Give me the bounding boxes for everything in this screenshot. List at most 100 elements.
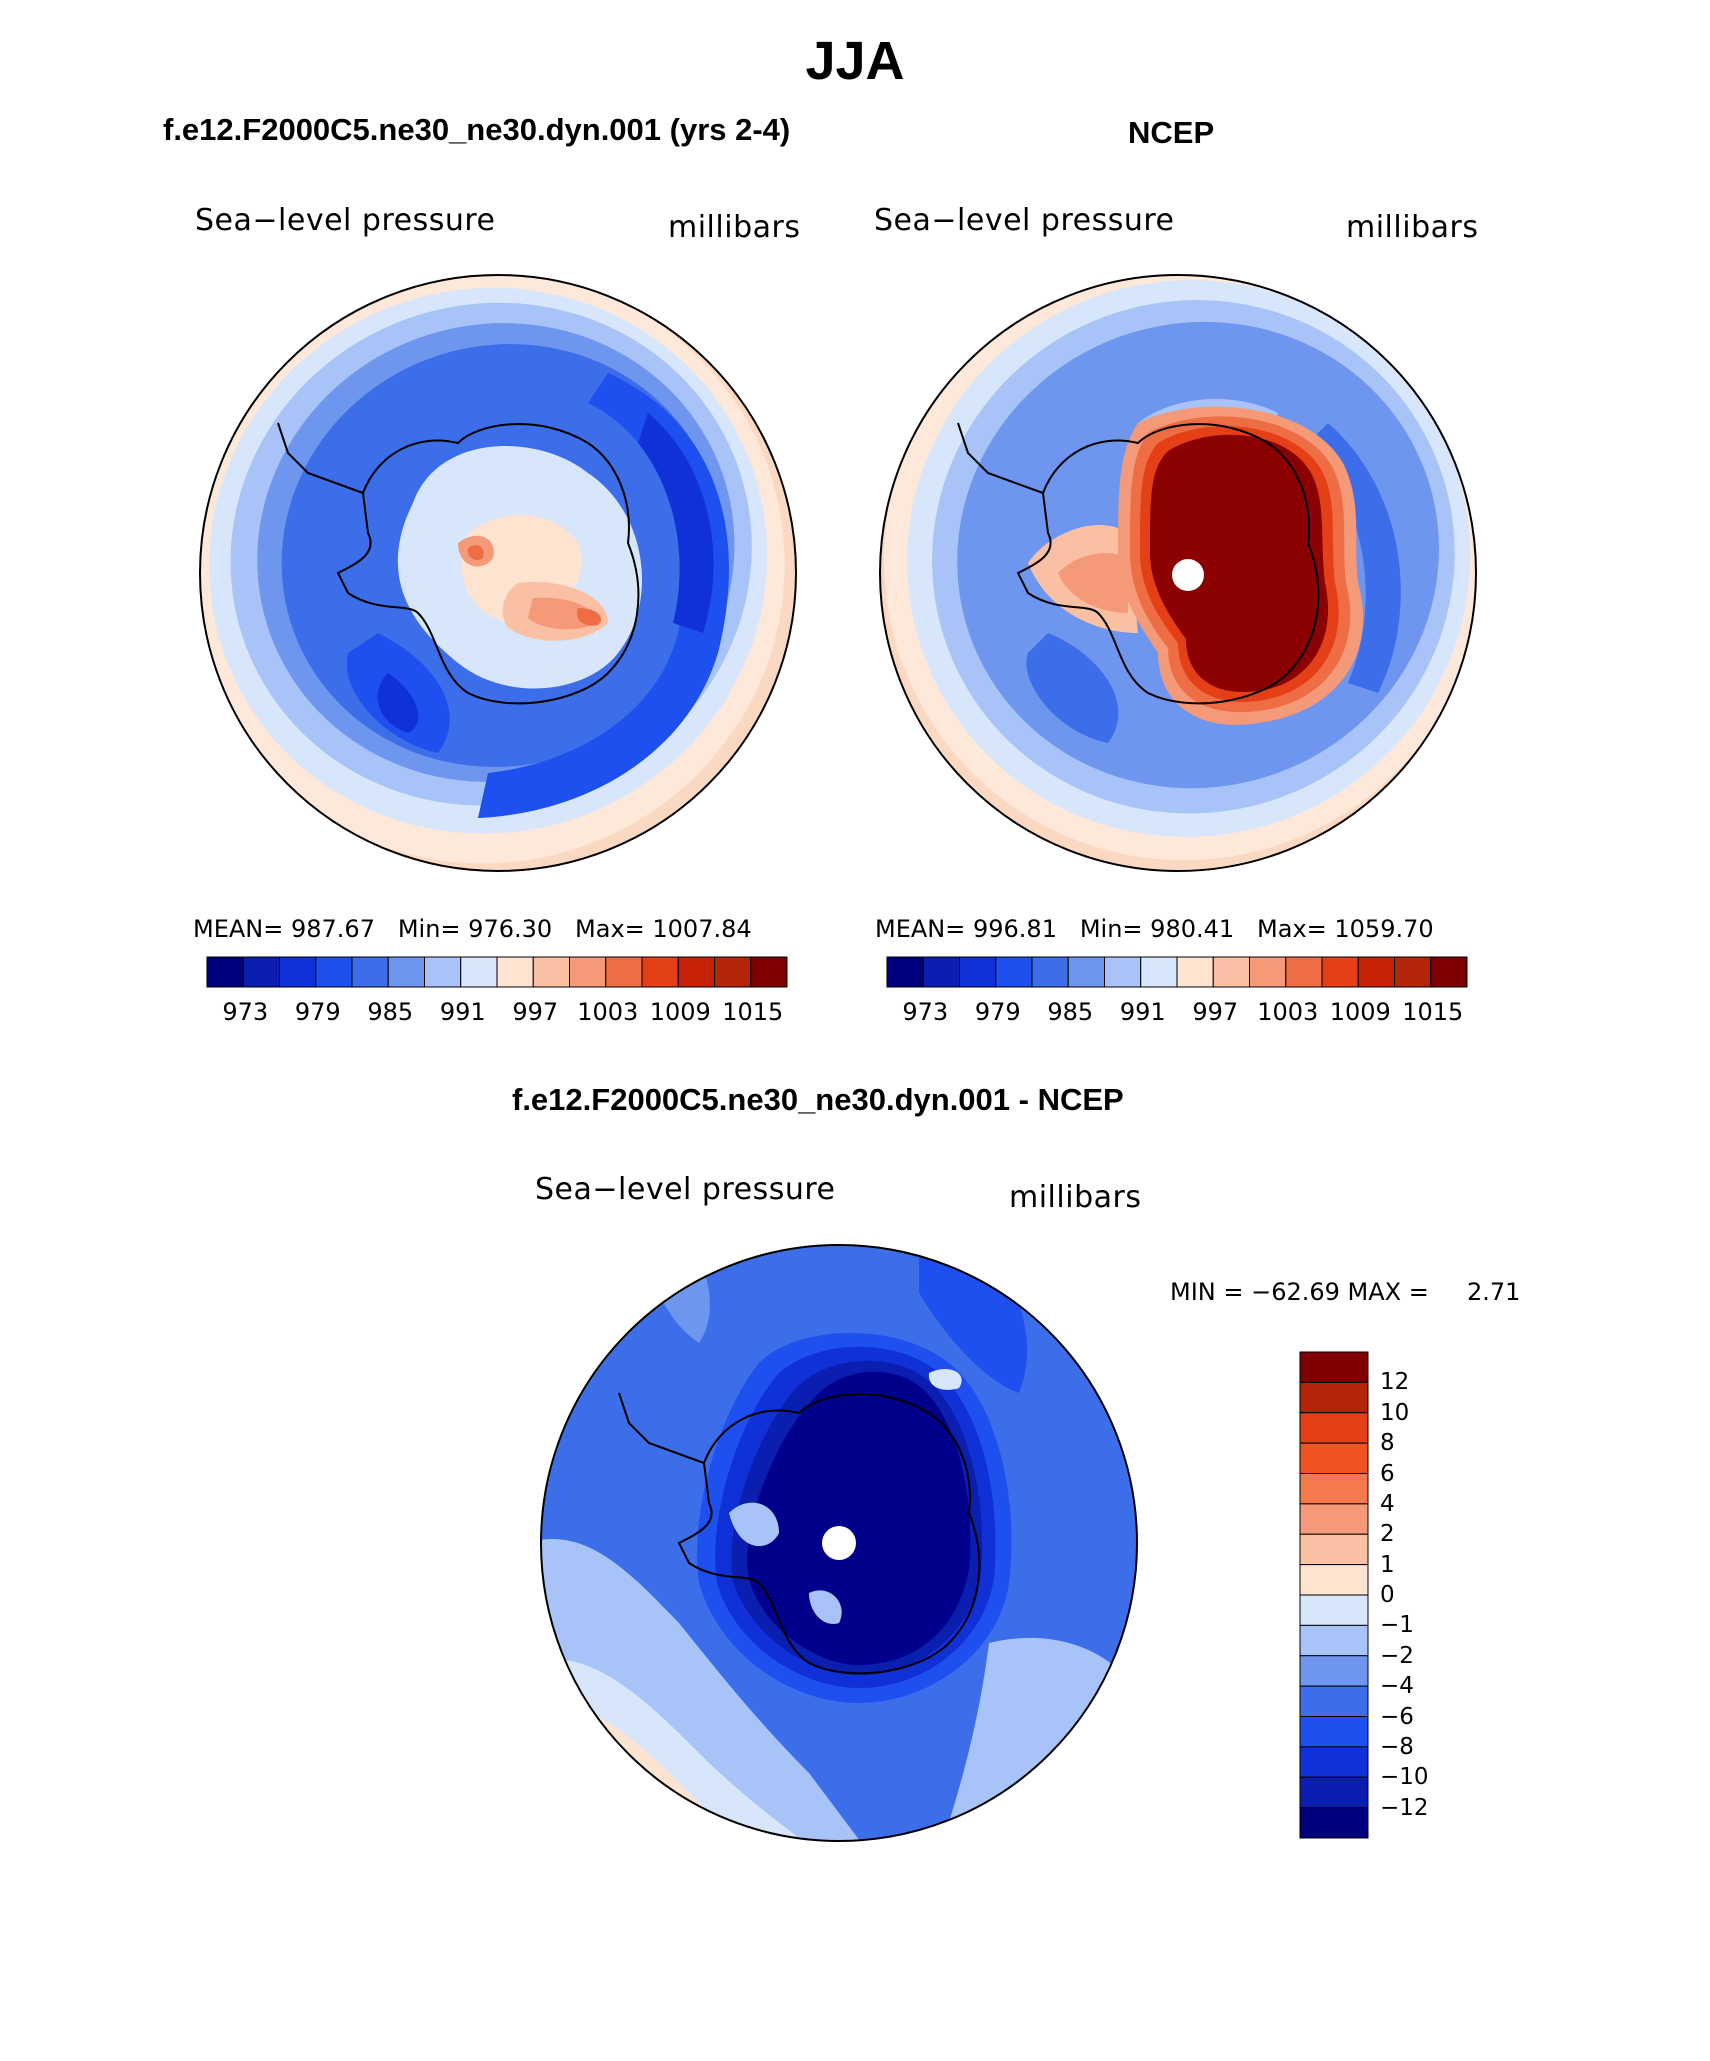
model-colorbar-swatch <box>641 956 679 988</box>
difference-colorbar-tick-label: 4 <box>1380 1490 1395 1517</box>
ncep-colorbar-swatch <box>959 956 997 988</box>
difference-colorbar-ticks: 12 10 8 6 4 2 1 0 −1 −2 −4 −6 −8 −10 −12 <box>1380 1352 1460 1838</box>
model-colorbar-swatch <box>750 956 788 988</box>
difference-coastline <box>677 1393 981 1675</box>
model-colorbar-swatch <box>206 956 244 988</box>
ncep-colorbar-tick-label: 991 <box>1119 998 1166 1026</box>
figure-title: JJA <box>805 31 905 91</box>
model-coastline <box>336 423 640 705</box>
model-stats: MEAN= 987.67 Min= 976.30 Max= 1007.84 <box>193 915 752 943</box>
model-panel-title: f.e12.F2000C5.ne30_ne30.dyn.001 (yrs 2-4… <box>163 112 791 147</box>
difference-colorbar-tick-label: 8 <box>1380 1430 1395 1457</box>
model-units-label: millibars <box>668 210 801 245</box>
ncep-units-label: millibars <box>1346 210 1479 245</box>
model-colorbar-tick-label: 1015 <box>722 998 784 1026</box>
model-colorbar-swatch <box>496 956 534 988</box>
difference-variable-label: Sea−level pressure <box>535 1172 836 1207</box>
model-colorbar-swatch <box>279 956 317 988</box>
difference-colorbar-swatch <box>1299 1594 1369 1626</box>
difference-colorbar-swatch <box>1299 1412 1369 1444</box>
difference-colorbar-swatch <box>1299 1381 1369 1414</box>
ncep-colorbar-swatch <box>1140 956 1178 988</box>
ncep-colorbar-swatch <box>886 956 924 988</box>
model-colorbar-swatch <box>677 956 715 988</box>
difference-colorbar-tick-label: 6 <box>1380 1460 1395 1487</box>
ncep-colorbar-tick-label: 1015 <box>1402 998 1464 1026</box>
ncep-colorbar-swatch <box>1067 956 1105 988</box>
difference-colorbar-tick-label: 12 <box>1380 1369 1410 1396</box>
difference-colorbar-swatch <box>1299 1624 1369 1657</box>
difference-units-label: millibars <box>1009 1180 1142 1215</box>
model-colorbar <box>206 956 788 988</box>
ncep-colorbar-swatch <box>1104 956 1142 988</box>
difference-colorbar-tick-label: 2 <box>1380 1521 1395 1548</box>
difference-colorbar-swatch <box>1299 1776 1369 1809</box>
model-colorbar-swatch <box>315 956 353 988</box>
model-colorbar-swatch <box>424 956 462 988</box>
difference-panel-title: f.e12.F2000C5.ne30_ne30.dyn.001 - NCEP <box>512 1082 1124 1117</box>
model-colorbar-swatch <box>569 956 607 988</box>
ncep-colorbar-swatch <box>1430 956 1468 988</box>
model-colorbar-tick-label: 1009 <box>649 998 711 1026</box>
model-map-border <box>199 274 797 872</box>
model-colorbar-swatch <box>351 956 389 988</box>
ncep-colorbar-tick-label: 1003 <box>1257 998 1319 1026</box>
ncep-colorbar-tick-label: 1009 <box>1329 998 1391 1026</box>
difference-colorbar-tick-label: −1 <box>1380 1612 1414 1639</box>
difference-map-border <box>540 1244 1138 1842</box>
ncep-stats: MEAN= 996.81 Min= 980.41 Max= 1059.70 <box>875 915 1434 943</box>
ncep-colorbar-tick-label: 973 <box>902 998 949 1026</box>
difference-colorbar-tick-label: −4 <box>1380 1673 1414 1700</box>
ncep-colorbar-tick-label: 997 <box>1192 998 1239 1026</box>
difference-colorbar <box>1299 1351 1369 1839</box>
ncep-panel-title: NCEP <box>1128 115 1215 150</box>
difference-colorbar-swatch <box>1299 1716 1369 1748</box>
model-colorbar-tick-label: 991 <box>439 998 486 1026</box>
difference-colorbar-swatch <box>1299 1503 1369 1535</box>
ncep-polar-map <box>879 274 1477 872</box>
ncep-colorbar-swatch <box>922 956 960 988</box>
ncep-colorbar-tick-label: 979 <box>974 998 1021 1026</box>
difference-pole-marker <box>822 1526 856 1560</box>
difference-colorbar-swatch <box>1299 1564 1369 1596</box>
difference-colorbar-tick-label: −6 <box>1380 1703 1414 1730</box>
model-colorbar-tick-label: 979 <box>294 998 341 1026</box>
ncep-colorbar-ticks: 973 979 985 991 997 1003 1009 1015 <box>887 998 1467 1028</box>
model-colorbar-ticks: 973 979 985 991 997 1003 1009 1015 <box>207 998 787 1028</box>
ncep-colorbar-swatch <box>1394 956 1432 988</box>
model-colorbar-tick-label: 997 <box>512 998 559 1026</box>
difference-colorbar-swatch <box>1299 1351 1369 1383</box>
difference-colorbar-swatch <box>1299 1473 1369 1505</box>
ncep-colorbar-swatch <box>995 956 1033 988</box>
ncep-colorbar <box>886 956 1468 988</box>
difference-colorbar-swatch <box>1299 1442 1369 1474</box>
model-colorbar-tick-label: 973 <box>222 998 269 1026</box>
ncep-map-border <box>879 274 1477 872</box>
ncep-colorbar-swatch <box>1212 956 1250 988</box>
model-colorbar-swatch <box>714 956 752 988</box>
model-colorbar-swatch <box>460 956 498 988</box>
difference-minmax: MIN = −62.69 MAX = 2.71 <box>1170 1278 1521 1306</box>
difference-colorbar-tick-label: −2 <box>1380 1642 1414 1669</box>
model-colorbar-swatch <box>387 956 425 988</box>
ncep-colorbar-swatch <box>1357 956 1395 988</box>
model-colorbar-swatch <box>532 956 570 988</box>
difference-colorbar-tick-label: 0 <box>1380 1582 1395 1608</box>
difference-colorbar-tick-label: −10 <box>1380 1764 1429 1791</box>
ncep-colorbar-tick-label: 985 <box>1047 998 1094 1026</box>
ncep-coastline <box>1016 423 1320 705</box>
difference-colorbar-tick-label: 1 <box>1380 1551 1395 1578</box>
ncep-colorbar-swatch <box>1249 956 1287 988</box>
difference-colorbar-swatch <box>1299 1655 1369 1687</box>
ncep-colorbar-swatch <box>1285 956 1323 988</box>
ncep-colorbar-swatch <box>1321 956 1359 988</box>
ncep-pole-marker <box>1172 559 1204 591</box>
difference-colorbar-tick-label: −12 <box>1380 1794 1429 1821</box>
difference-polar-map <box>540 1244 1138 1842</box>
model-colorbar-swatch <box>605 956 643 988</box>
difference-colorbar-swatch <box>1299 1746 1369 1778</box>
difference-colorbar-swatch <box>1299 1533 1369 1566</box>
ncep-variable-label: Sea−level pressure <box>874 203 1175 238</box>
ncep-colorbar-swatch <box>1031 956 1069 988</box>
model-polar-map <box>199 274 797 872</box>
